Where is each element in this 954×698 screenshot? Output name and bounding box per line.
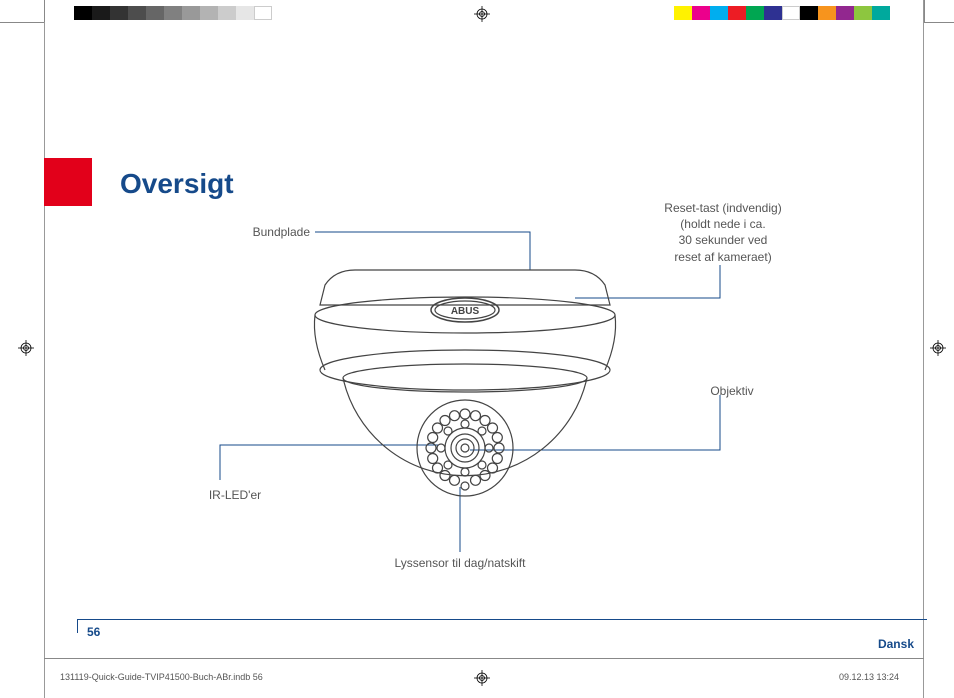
registration-mark-icon <box>930 340 946 356</box>
crop-tick <box>924 22 954 23</box>
page-rule <box>77 619 927 620</box>
registration-mark-icon <box>474 6 490 22</box>
page-title: Oversigt <box>120 168 234 200</box>
color-calibration-bar <box>674 6 890 20</box>
brand-logo-text: ABUS <box>451 306 480 317</box>
camera-diagram: ABUS <box>180 230 740 570</box>
section-marker <box>44 158 92 206</box>
crop-tick <box>924 0 925 22</box>
crop-tick <box>44 658 924 659</box>
crop-tick <box>44 0 45 22</box>
crop-tick <box>0 22 44 23</box>
page-rule-tick <box>77 619 78 633</box>
footer-filename: 131119-Quick-Guide-TVIP41500-Buch-ABr.in… <box>60 672 263 682</box>
gray-calibration-bar <box>74 6 272 20</box>
footer-timestamp: 09.12.13 13:24 <box>839 672 899 682</box>
page-number: 56 <box>87 625 100 639</box>
registration-mark-icon <box>474 670 490 686</box>
registration-mark-icon <box>18 340 34 356</box>
language-label: Dansk <box>878 637 914 651</box>
